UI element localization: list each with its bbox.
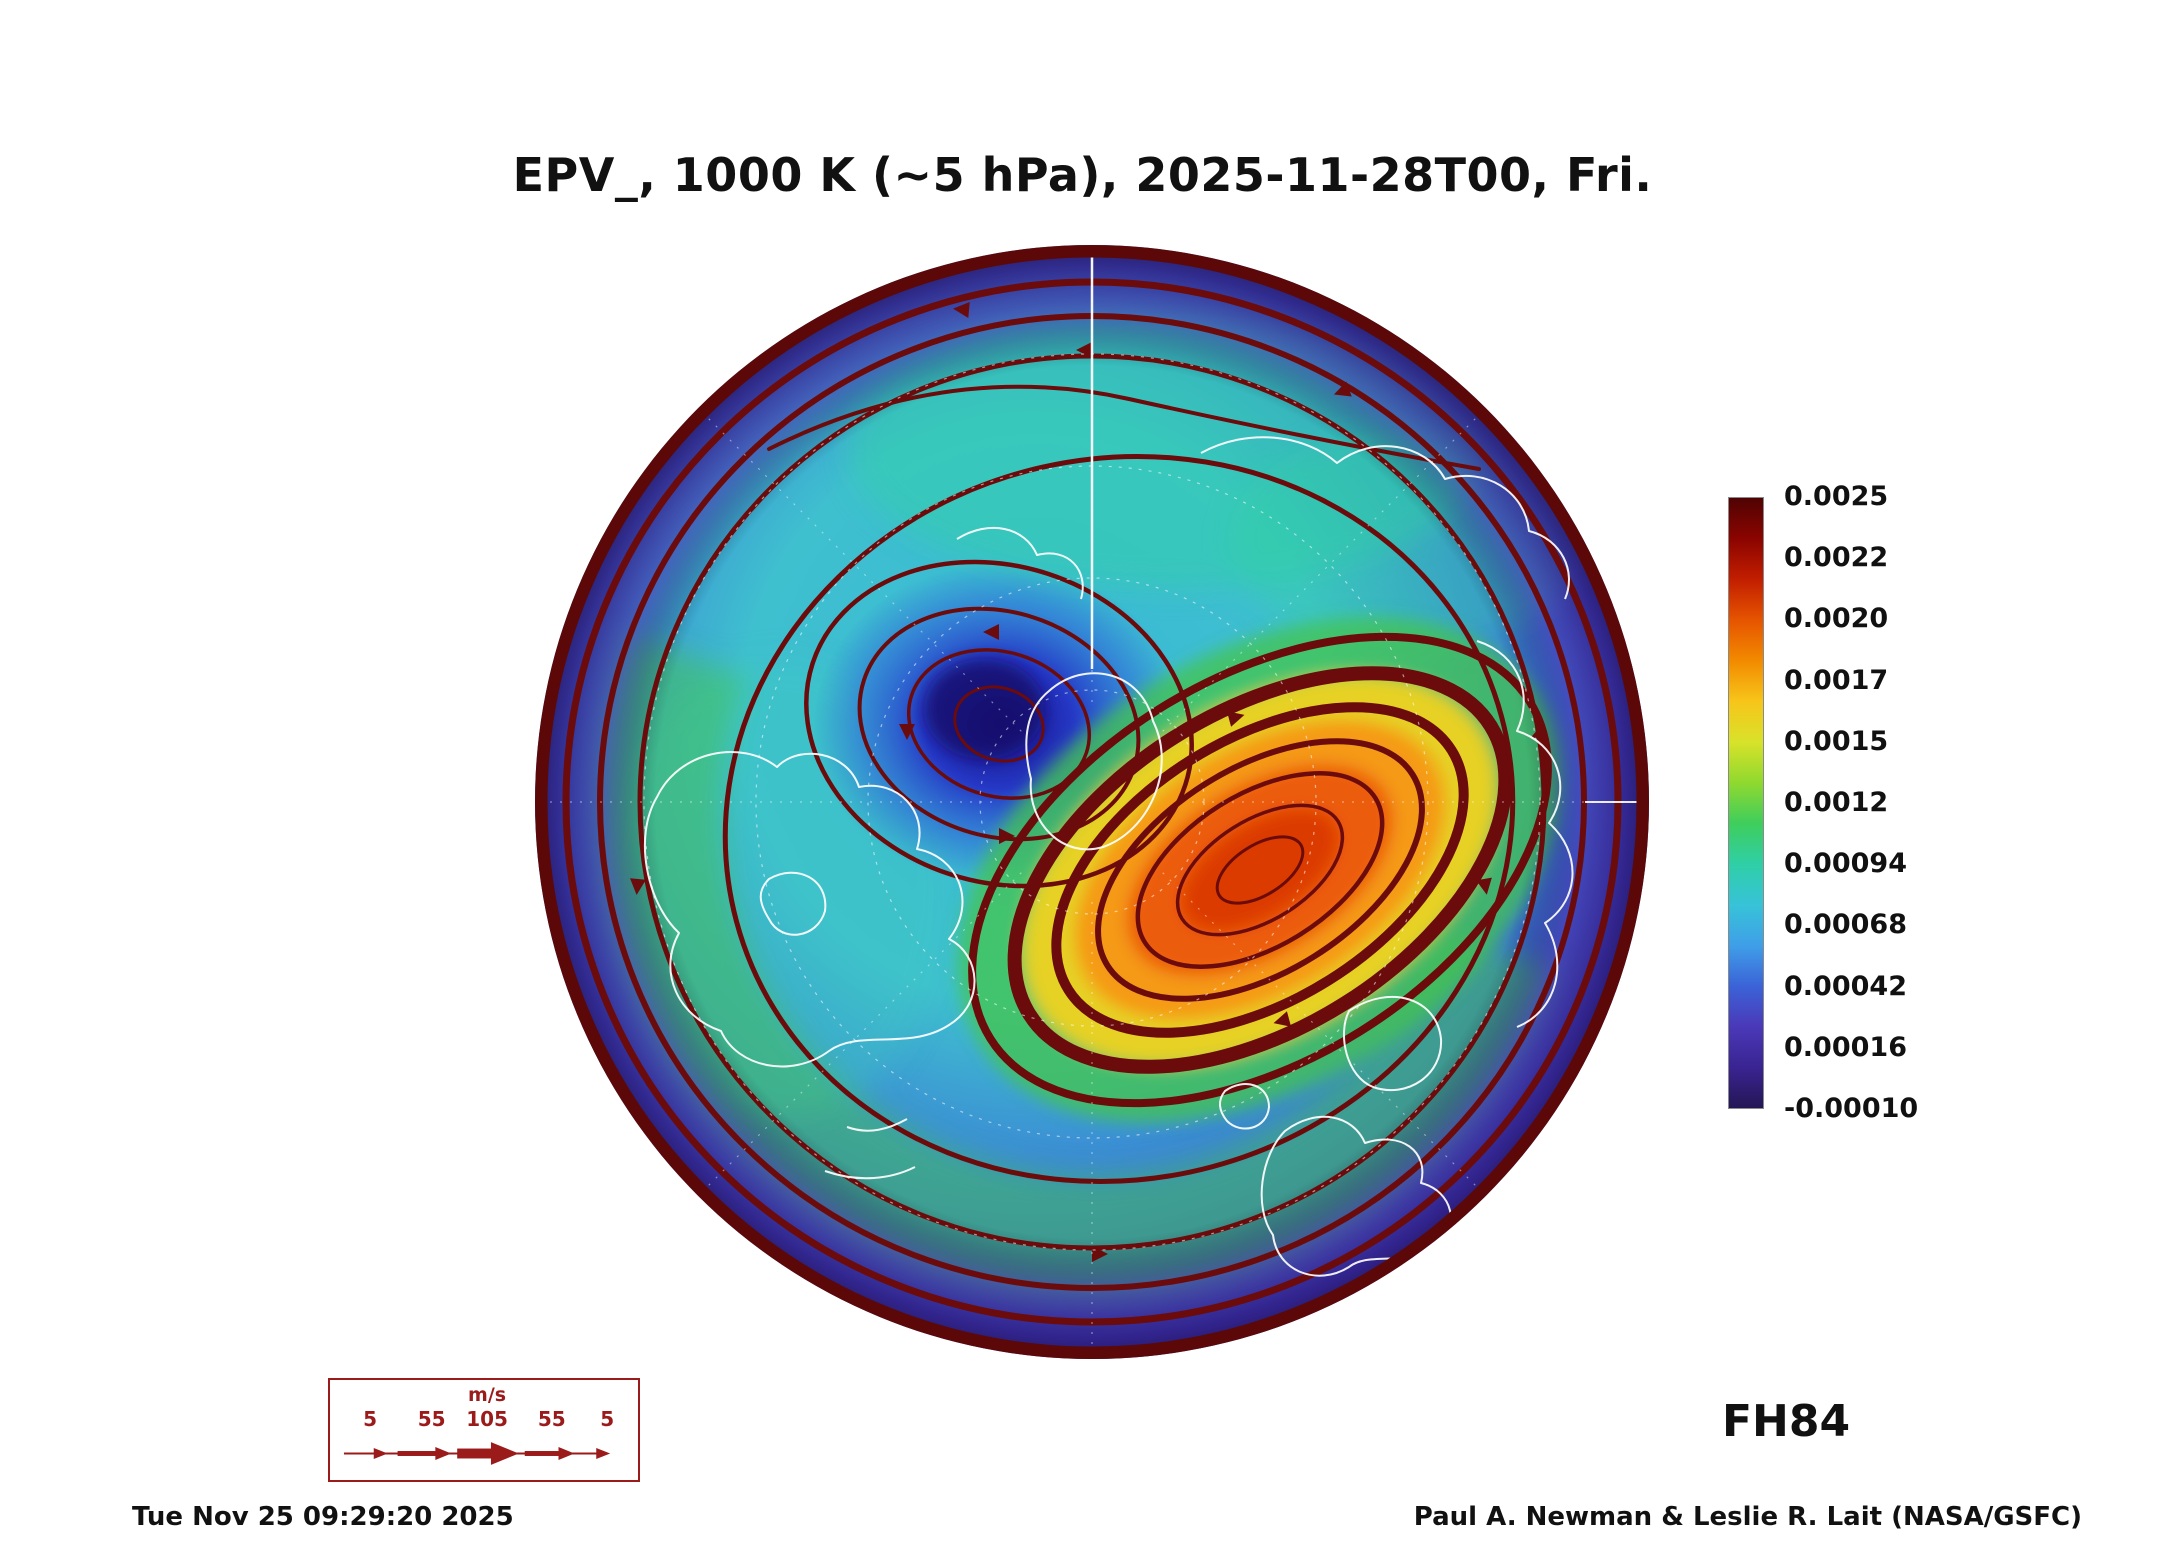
wind-speed-legend: m/s 5 55 105 55 5 [328, 1378, 640, 1482]
colorbar-gradient [1728, 497, 1764, 1109]
colorbar-tick-label: 0.00016 [1784, 1031, 1907, 1063]
colorbar-tick-label: 0.00068 [1784, 909, 1907, 941]
wind-value-label: 5 [363, 1407, 377, 1431]
forecast-hour-label: FH84 [1722, 1396, 1851, 1447]
colorbar-tick-label: 0.0015 [1784, 725, 1889, 757]
timestamp-text: Tue Nov 25 09:29:20 2025 [132, 1502, 514, 1532]
wind-value-label: 55 [417, 1407, 446, 1431]
colorbar-tick-label: 0.0022 [1784, 542, 1889, 574]
epv-map-svg [535, 245, 1649, 1359]
map-rim [535, 245, 1649, 1359]
epv-map [529, 239, 1655, 1365]
colorbar-tick-label: 0.0020 [1784, 603, 1889, 635]
wind-value-label: 55 [537, 1407, 566, 1431]
colorbar-tick-label: 0.0012 [1784, 786, 1889, 818]
page-title: EPV_, 1000 K (~5 hPa), 2025-11-28T00, Fr… [512, 148, 1653, 202]
colorbar-tick-label: 0.0017 [1784, 664, 1889, 696]
wind-value-label: 5 [600, 1407, 615, 1431]
colorbar-tick-label: -0.00010 [1784, 1092, 1919, 1124]
colorbar-tick-label: 0.00042 [1784, 970, 1907, 1002]
wind-value-label: 105 [466, 1407, 508, 1431]
wind-values-row: 5 55 105 55 5 [330, 1407, 638, 1431]
colorbar-tick-label: 0.0025 [1784, 481, 1889, 512]
credit-text: Paul A. Newman & Leslie R. Lait (NASA/GS… [1413, 1502, 2082, 1532]
wind-arrow-icon [343, 1442, 611, 1465]
colorbar-tick-label: 0.00094 [1784, 848, 1907, 880]
wind-unit-label: m/s [468, 1384, 507, 1406]
streamlines [562, 278, 1622, 1326]
graticule [540, 247, 1647, 1354]
colorbar-ticks: 0.0025 0.0022 0.0020 0.0017 0.0015 0.0012 0.00… [1784, 483, 1918, 1123]
